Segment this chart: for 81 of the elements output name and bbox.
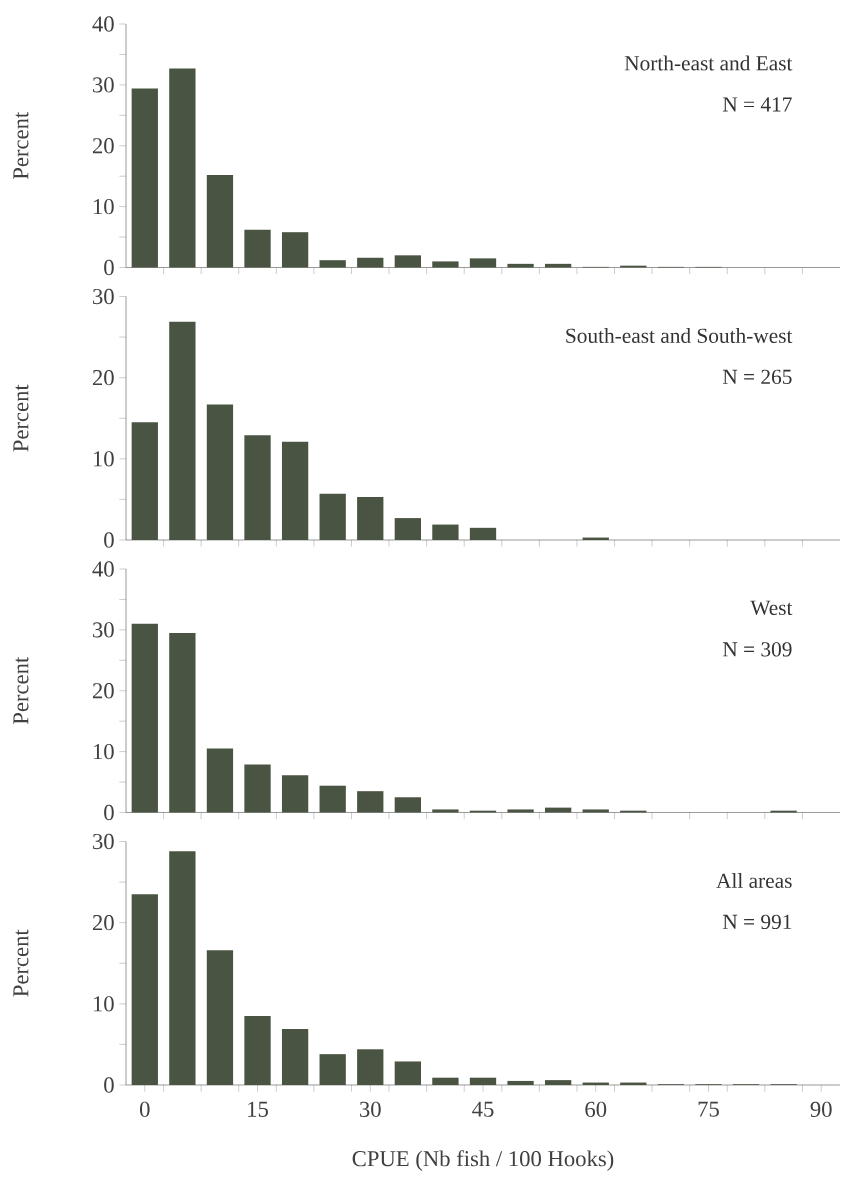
bar [319,785,346,813]
x-tick-label: 75 [698,1101,719,1117]
bar [507,809,534,813]
bar [432,809,459,813]
y-tick-label: 30 [93,622,114,638]
x-tick-label: 60 [585,1101,607,1118]
annotation: South-east and South-west [566,327,793,343]
x-tick-label: 45 [472,1101,494,1117]
bar [206,174,234,268]
bar [244,435,271,540]
bar [169,632,196,813]
y-tick-label: 30 [93,77,114,93]
y-tick-label: 0 [104,804,114,821]
bar [432,1077,459,1085]
y-tick-label: 20 [92,138,114,154]
y-axis-title: Percent [13,656,29,725]
annotation: West [750,600,793,616]
bar [319,493,346,540]
bar [131,422,158,540]
bar [169,321,196,540]
annotation: N = 417 [722,97,792,112]
bar [545,1080,572,1085]
bar [394,797,421,813]
bar [394,518,421,540]
bar [131,623,158,813]
bar [394,255,421,268]
bar [319,260,346,268]
y-tick-label: 10 [93,743,114,760]
bar [394,1061,421,1085]
annotation: N = 991 [722,914,792,930]
bar [244,1016,271,1085]
bar [357,1049,384,1085]
y-tick-label: 0 [104,1077,114,1093]
bar [357,257,384,268]
bar [281,441,309,540]
bar [469,527,497,540]
x-tick-label: 90 [810,1101,832,1118]
y-tick-label: 20 [92,683,114,699]
x-tick-label: 15 [248,1101,268,1117]
y-axis-title: Percent [13,111,29,180]
bar [582,809,609,813]
bar [432,261,459,268]
y-tick-label: 40 [92,16,114,32]
y-tick-label: 10 [93,996,114,1012]
bar [357,496,384,540]
y-tick-label: 20 [92,370,114,386]
y-axis-title: Percent [13,929,29,997]
bar [281,1028,309,1085]
bar [244,764,271,813]
bar [469,1077,497,1085]
bar [131,88,158,268]
bar [281,232,309,268]
bar [507,1080,534,1085]
annotation: All areas [716,872,792,888]
bar [357,791,384,813]
bar [432,524,459,540]
y-tick-label: 10 [93,451,114,467]
y-tick-label: 30 [93,833,114,850]
bar [169,851,196,1085]
bar [206,404,234,540]
y-tick-label: 0 [104,532,114,548]
bar [244,229,271,268]
bar [281,775,309,813]
y-tick-label: 40 [92,561,114,577]
bar [169,68,196,268]
y-tick-label: 0 [104,259,114,276]
bar [131,894,158,1085]
bar [319,1054,346,1085]
annotation: N = 265 [722,369,792,385]
y-tick-label: 20 [92,915,114,931]
bar [206,748,234,813]
bar [469,258,497,268]
y-axis-title: Percent [13,384,29,452]
annotation: N = 309 [722,642,792,657]
y-tick-label: 10 [93,198,114,215]
x-axis-title: CPUE (Nb fish / 100 Hooks) [352,1150,614,1171]
annotation: North-east and East [624,55,793,71]
y-tick-label: 30 [93,288,114,305]
bar [206,950,234,1085]
x-tick-label: 0 [139,1101,150,1118]
x-tick-label: 30 [360,1101,381,1118]
